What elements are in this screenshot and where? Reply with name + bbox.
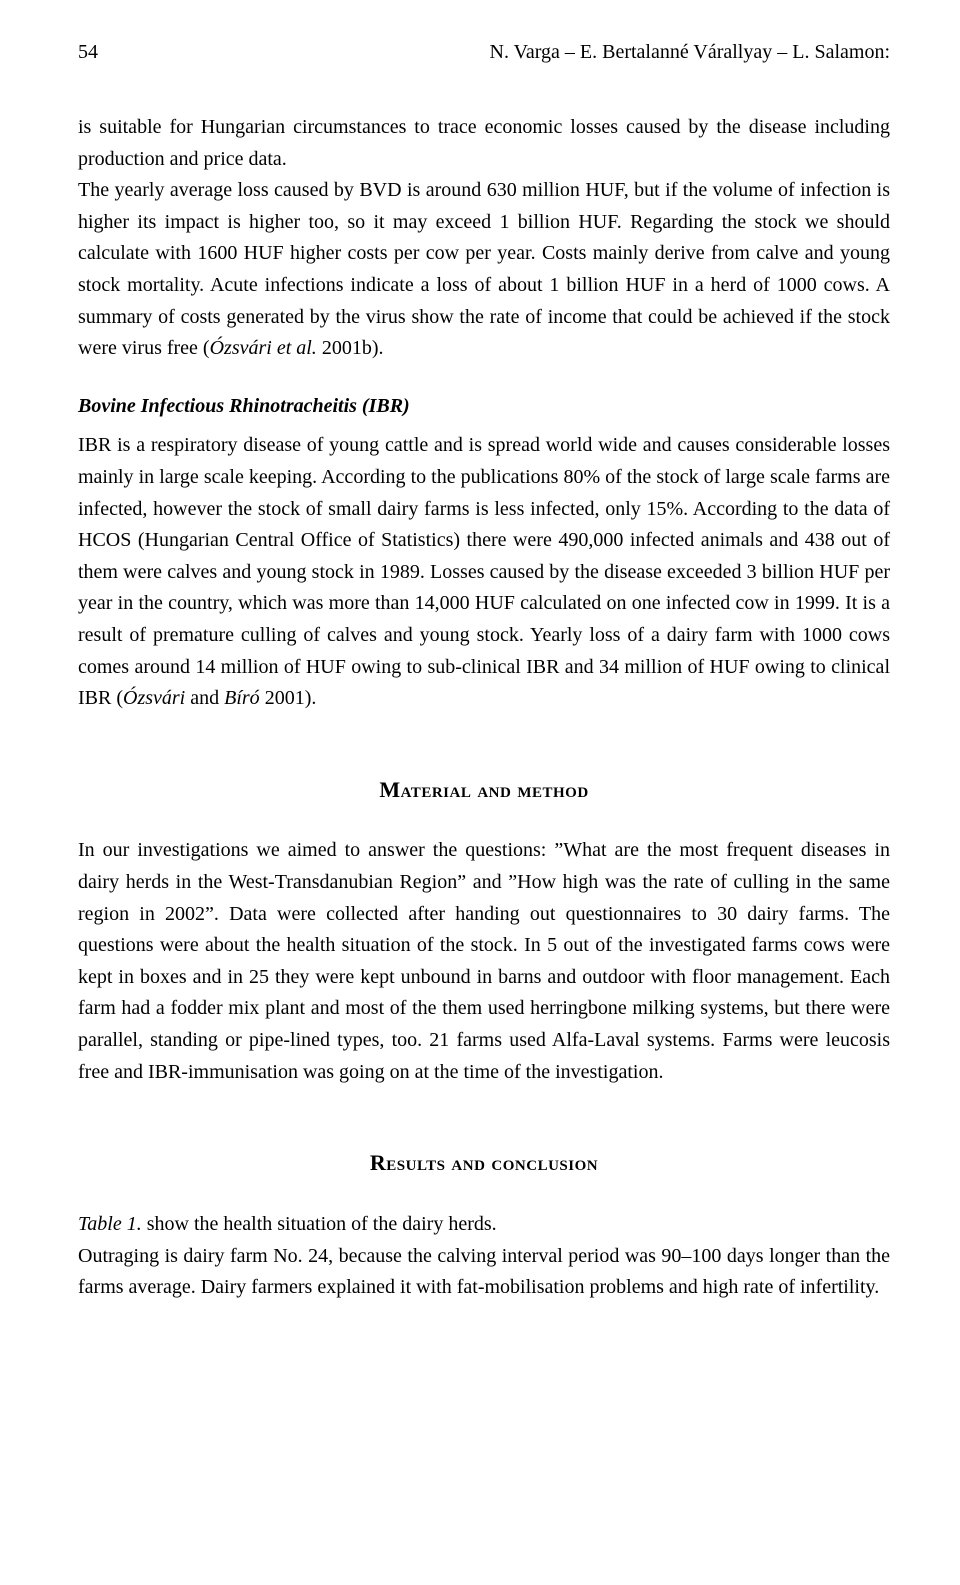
author-header: N. Varga – E. Bertalanné Várallyay – L. …: [490, 40, 890, 64]
citation-biro: Bíró: [224, 687, 260, 709]
body-para-3: IBR is a respiratory disease of young ca…: [78, 430, 890, 714]
body-para-4: In our investigations we aimed to answer…: [78, 835, 890, 1088]
body-para-2: The yearly average loss caused by BVD is…: [78, 175, 890, 365]
table-1-reference: Table 1.: [78, 1213, 142, 1235]
page: 54 N. Varga – E. Bertalanné Várallyay – …: [0, 0, 960, 1585]
citation-ozsvari: Ózsvári: [123, 687, 185, 709]
body-para-1: is suitable for Hungarian circumstances …: [78, 112, 890, 175]
results-line-1: Table 1. show the health situation of th…: [78, 1209, 890, 1241]
body-para-3-b: 2001).: [260, 687, 317, 709]
results-block: Table 1. show the health situation of th…: [78, 1209, 890, 1304]
body-para-3-a: IBR is a respiratory disease of young ca…: [78, 434, 890, 709]
body-para-3-mid: and: [185, 687, 224, 709]
results-para-2: Outraging is dairy farm No. 24, because …: [78, 1241, 890, 1304]
heading-results-conclusion: Results and conclusion: [78, 1146, 890, 1181]
citation-ozsvari-etal: Ózsvári et al.: [210, 337, 317, 359]
page-number: 54: [78, 40, 98, 64]
subheading-ibr: Bovine Infectious Rhinotracheitis (IBR): [78, 391, 890, 423]
body-para-2-b: 2001b).: [317, 337, 384, 359]
body-para-2-a: The yearly average loss caused by BVD is…: [78, 179, 890, 359]
running-header: 54 N. Varga – E. Bertalanné Várallyay – …: [78, 40, 890, 64]
heading-material-method: Material and method: [78, 773, 890, 808]
results-line-1-rest: show the health situation of the dairy h…: [142, 1213, 497, 1235]
